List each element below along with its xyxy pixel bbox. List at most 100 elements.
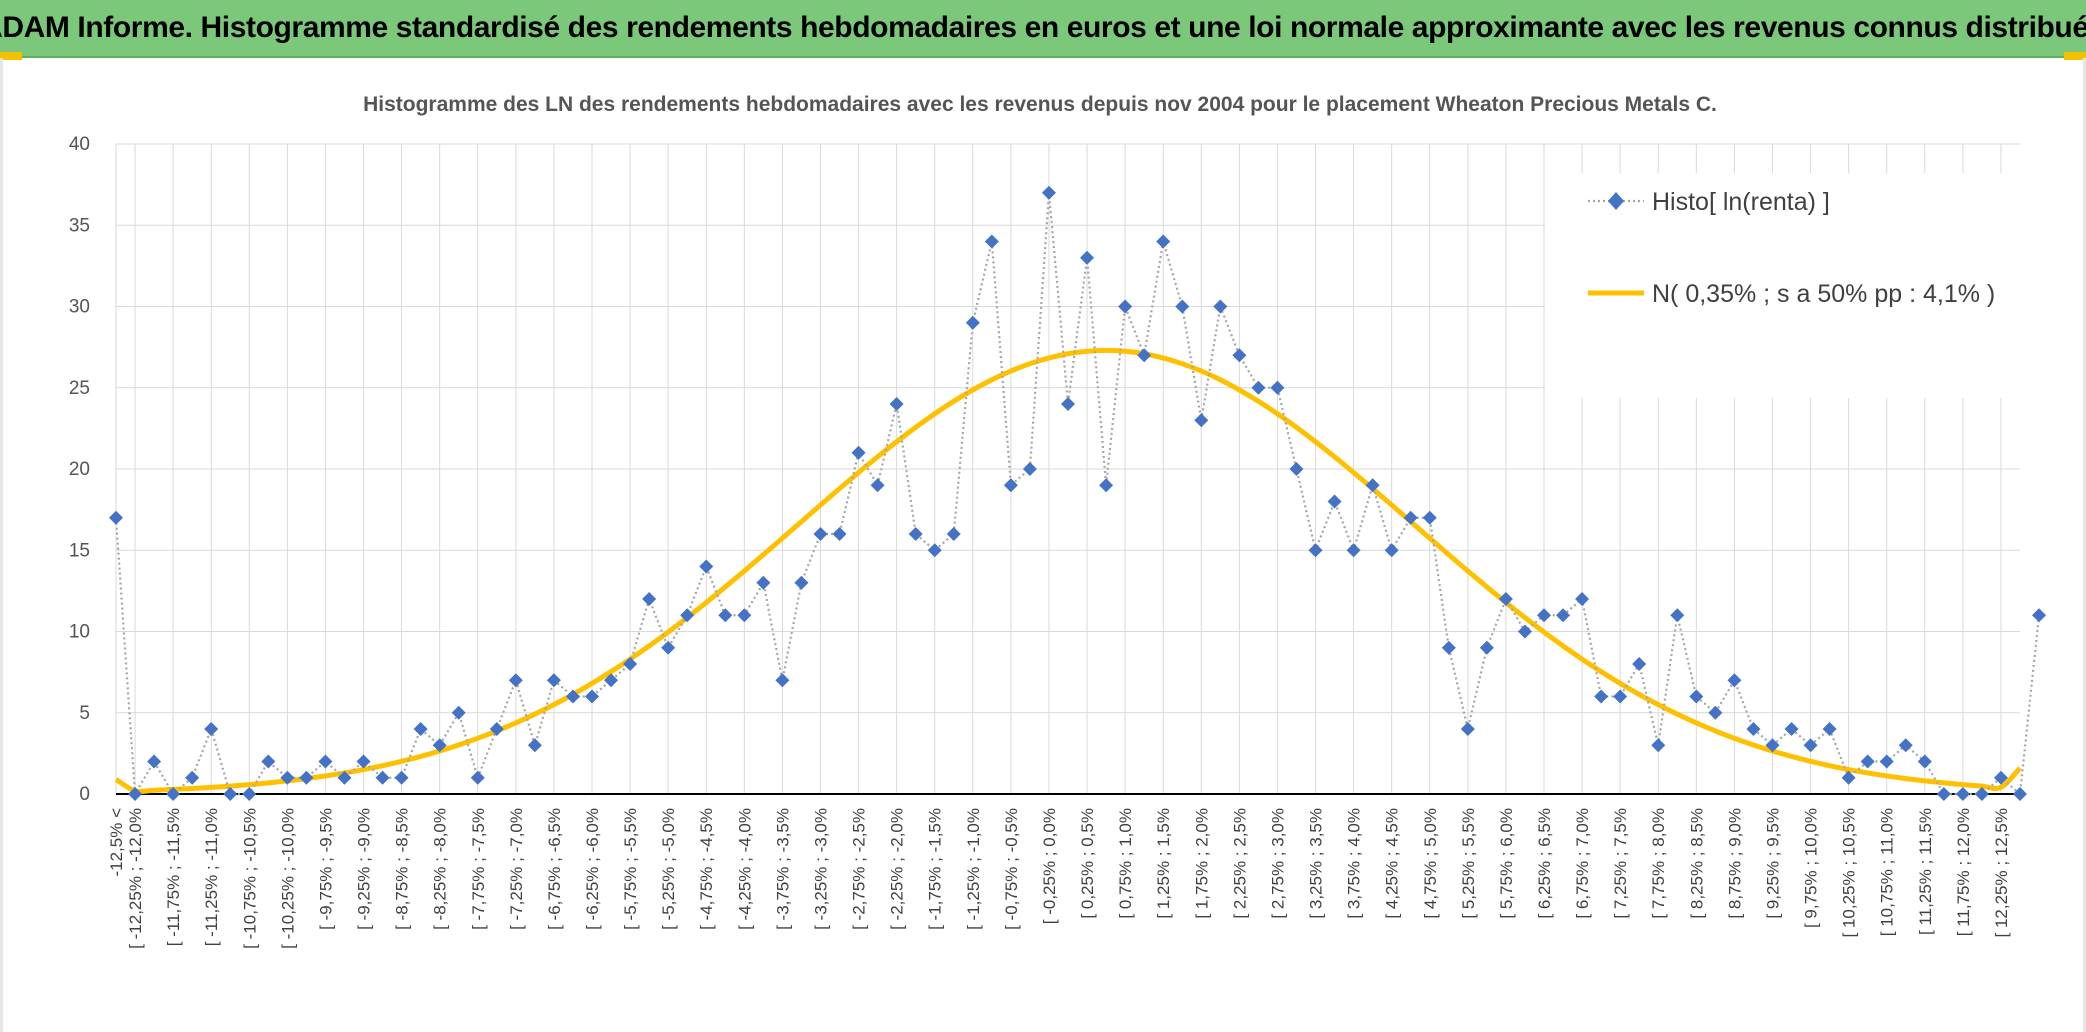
histo-point: [318, 754, 333, 769]
x-tick-label: [ -4,75% ; -4,5%: [697, 808, 716, 930]
x-tick-label: [ 2,75% ; 3,0%: [1268, 808, 1287, 919]
histo-point: [1556, 608, 1571, 623]
histo-point: [1137, 348, 1152, 363]
y-tick-label: 10: [69, 622, 90, 643]
histo-point: [1917, 754, 1932, 769]
x-tick-label: [ 6,75% ; 7,0%: [1573, 808, 1592, 919]
histo-point: [889, 397, 904, 411]
histo-point: [1955, 787, 1970, 801]
histo-point: [1575, 592, 1590, 606]
histo-point: [661, 640, 676, 655]
y-axis-ticks: 0 5 10 15 20 25 30 35 40: [69, 134, 90, 805]
histo-point: [1708, 705, 1723, 720]
x-tick-label: [ 0,75% ; 1,0%: [1116, 808, 1135, 919]
histo-point: [508, 673, 523, 688]
x-tick-label: [ 6,25% ; 6,5%: [1535, 808, 1554, 919]
histo-point: [1594, 689, 1609, 704]
histo-point: [1099, 478, 1114, 493]
x-tick-label: [ 12,25% ; 12,5%: [1992, 808, 2011, 937]
x-tick-label: [ 9,75% ; 10,0%: [1802, 808, 1821, 928]
histo-point: [337, 770, 352, 785]
x-tick-label: [ -3,25% ; -3,0%: [811, 808, 830, 930]
histo-point: [1080, 250, 1095, 265]
histo-point: [851, 445, 866, 460]
x-tick-label: [ 8,75% ; 9,0%: [1725, 808, 1744, 919]
histo-point: [1460, 722, 1475, 736]
histo-point: [1308, 543, 1323, 558]
histo-point: [1289, 462, 1304, 476]
x-tick-label: [ -2,25% ; -2,0%: [888, 808, 907, 930]
histo-point: [261, 754, 276, 769]
x-tick-label: [ 3,75% ; 4,0%: [1345, 808, 1364, 919]
x-tick-label: [ -8,25% ; -8,0%: [431, 808, 450, 930]
histo-point: [1384, 543, 1399, 558]
histo-point: [642, 592, 657, 606]
x-tick-label: [ 10,25% ; 10,5%: [1840, 808, 1859, 937]
banner-accent-right: [2064, 52, 2086, 60]
histo-point: [1727, 673, 1742, 688]
frame-border-right: [2083, 58, 2086, 1032]
x-tick-label: [ -10,75% ; -10,5%: [240, 808, 259, 949]
y-tick-label: 25: [69, 378, 90, 399]
normal-curve-line: [114, 347, 2022, 795]
x-tick-label: [ 10,75% ; 11,0%: [1878, 808, 1897, 936]
x-axis-ticks: -12,5% <[ -12,25% ; -12,0% [ -11,75% ; -1…: [107, 808, 2011, 949]
histo-point: [585, 689, 599, 704]
histo-point: [1251, 380, 1266, 395]
histo-point: [356, 754, 371, 769]
histo-point: [527, 738, 542, 753]
histo-point: [394, 770, 409, 785]
y-tick-label: 20: [69, 459, 90, 480]
x-tick-label: [ 5,25% ; 5,5%: [1459, 808, 1478, 919]
x-tick-label: [ 0,25% ; 0,5%: [1078, 808, 1097, 919]
histo-point: [965, 315, 980, 330]
histo-point: [2013, 787, 2027, 801]
x-tick-label: [ -1,75% ; -1,5%: [926, 808, 945, 930]
x-tick-label: [ -2,75% ; -2,5%: [850, 808, 869, 930]
histo-point: [775, 673, 790, 688]
histo-point: [832, 527, 847, 541]
histo-point: [375, 770, 390, 785]
histo-point: [1803, 738, 1818, 753]
histo-point: [1746, 722, 1761, 736]
histo-point: [1974, 787, 1989, 801]
normal-curve-series: [114, 347, 2022, 795]
histo-point: [813, 527, 828, 541]
x-tick-label: [ -0,75% ; -0,5%: [1002, 808, 1021, 930]
histo-point: [1175, 299, 1190, 314]
histo-point: [1879, 754, 1894, 769]
histogram-chart: Histogramme des LN des rendements hebdom…: [69, 93, 2075, 949]
histo-point: [718, 608, 733, 623]
legend-histo-marker: [1608, 192, 1624, 210]
histo-point: [1898, 738, 1913, 753]
y-tick-label: 0: [79, 784, 90, 805]
histo-point: [1041, 185, 1056, 200]
histo-point: [223, 787, 238, 801]
histo-point: [984, 234, 999, 249]
x-tick-label: [ -9,75% ; -9,5%: [316, 808, 335, 930]
histo-point: [756, 575, 771, 590]
histo-point: [1270, 380, 1285, 395]
x-tick-label: [ 9,25% ; 9,5%: [1763, 808, 1782, 919]
histo-point: [565, 689, 580, 704]
histo-point: [299, 770, 314, 785]
histo-point: [1993, 770, 2008, 785]
x-tick-label: -12,5% <: [107, 808, 126, 877]
histo-point: [1061, 397, 1075, 411]
grid-lines: [115, 143, 2020, 794]
x-tick-label: [ -8,75% ; -8,5%: [393, 808, 412, 930]
histo-point: [1632, 657, 1647, 671]
histo-point: [1537, 608, 1551, 623]
histo-point: [737, 608, 752, 623]
y-tick-label: 30: [69, 297, 90, 318]
y-tick-label: 5: [79, 703, 90, 724]
histo-point: [1613, 689, 1628, 704]
x-tick-label: [ -11,75% ; -11,5%: [164, 808, 183, 946]
histo-point: [128, 787, 143, 801]
histo-point: [1841, 770, 1856, 785]
legend: Histo[ ln(renta) ] N( 0,35% ; s a 50% pp…: [1545, 173, 2075, 398]
x-tick-label: [ 11,25% ; 11,5%: [1916, 808, 1935, 935]
histo-point: [2032, 608, 2047, 623]
banner-accent-left: [0, 52, 22, 60]
histo-point: [1441, 640, 1456, 655]
